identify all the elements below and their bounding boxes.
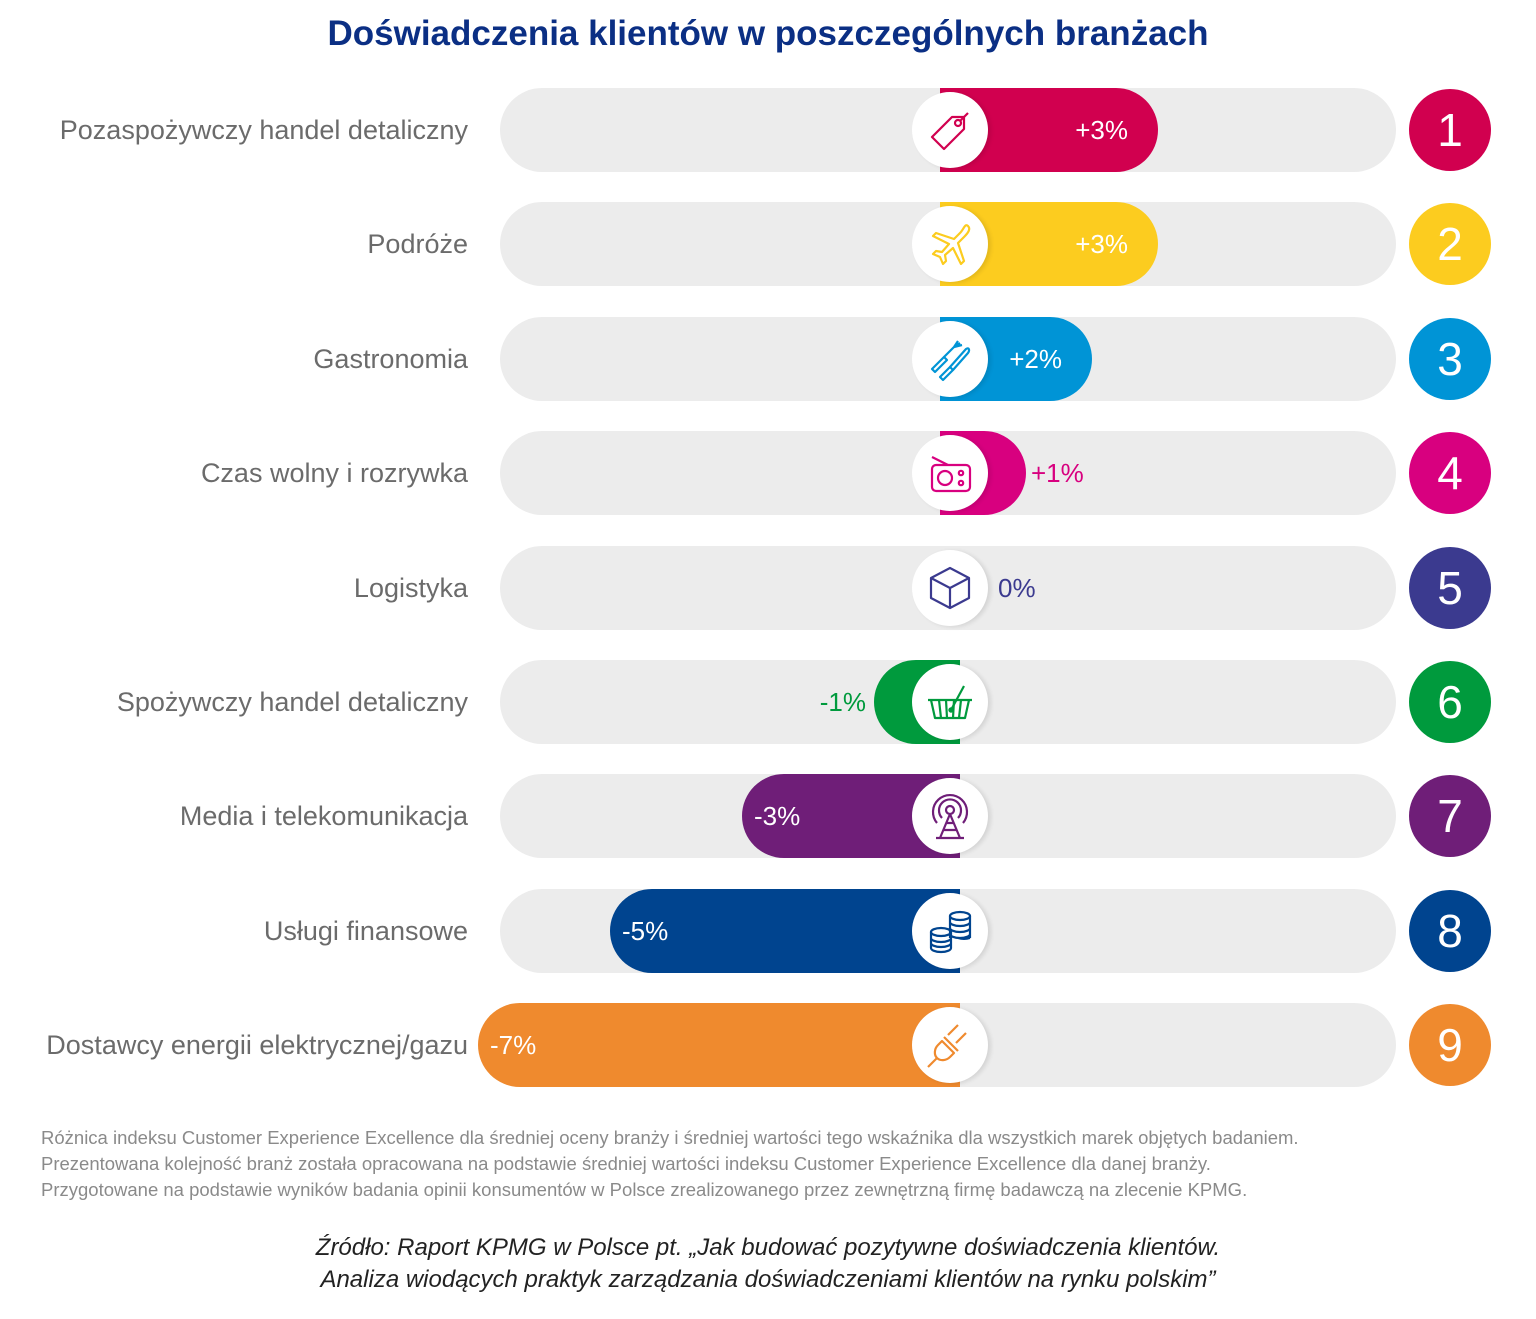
icon-badge <box>912 92 988 168</box>
chart-row: Podróże +3% 2 <box>0 202 1536 287</box>
cutlery-icon <box>924 333 976 385</box>
value-label: +2% <box>1009 343 1062 374</box>
value-bar <box>610 888 960 973</box>
category-label: Logistyka <box>353 572 468 603</box>
chart-row: Dostawcy energii elektrycznej/gazu -7% 9 <box>0 1003 1536 1088</box>
category-label: Spożywczy handel detaliczny <box>116 687 468 717</box>
chart-row: Usługi finansowe -5% 8 <box>0 888 1536 973</box>
chart-title: Doświadczenia klientów w poszczególnych … <box>327 14 1209 53</box>
icon-badge <box>912 892 988 969</box>
category-label: Usługi finansowe <box>263 915 468 946</box>
chart-row: Logistyka 0% 5 <box>0 545 1536 630</box>
icon-badge <box>912 320 988 397</box>
icon-badge <box>912 1007 988 1084</box>
rank-badge: 3 <box>1409 317 1491 400</box>
airplane-icon <box>924 218 976 270</box>
value-label: -7% <box>490 1030 537 1061</box>
footnote-line: Przygotowane na podstawie wyników badani… <box>41 1179 1248 1200</box>
plug-icon <box>924 1019 976 1071</box>
value-label: -1% <box>819 687 866 717</box>
footnote-line: Różnica indeksu Customer Experience Exce… <box>41 1127 1299 1148</box>
category-label: Podróże <box>367 229 468 260</box>
value-label: -5% <box>622 915 669 946</box>
source-line: Źródło: Raport KPMG w Polsce pt. „Jak bu… <box>315 1234 1221 1261</box>
chart-row: Czas wolny i rozrywka +1% 4 <box>0 431 1536 516</box>
chart-row: Gastronomia +2% 3 <box>0 316 1536 401</box>
icon-badge <box>912 664 988 740</box>
antenna-tower-icon <box>924 790 976 842</box>
rank-badge: 5 <box>1409 546 1491 629</box>
radio-icon <box>924 447 976 499</box>
rank-badge: 1 <box>1409 89 1491 171</box>
icon-badge <box>912 549 988 626</box>
chart-row: Media i telekomunikacja -3% 7 <box>0 774 1536 859</box>
source-citation: Źródło: Raport KPMG w Polsce pt. „Jak bu… <box>0 1232 1536 1296</box>
category-label: Gastronomia <box>313 343 468 374</box>
box-icon <box>924 562 976 614</box>
value-bar <box>478 1003 960 1088</box>
value-label: +3% <box>1075 115 1128 145</box>
value-label: 0% <box>998 572 1036 603</box>
rank-badge: 7 <box>1409 775 1491 858</box>
rank-badge: 6 <box>1409 661 1491 743</box>
icon-badge <box>912 435 988 512</box>
coins-icon <box>924 905 976 957</box>
category-label: Dostawcy energii elektrycznej/gazu <box>46 1030 468 1061</box>
footnote-line: Prezentowana kolejność branż została opr… <box>41 1153 1211 1174</box>
category-label: Czas wolny i rozrywka <box>200 458 468 489</box>
value-label: +1% <box>1031 458 1084 489</box>
shopping-basket-icon <box>924 676 976 728</box>
icon-badge <box>912 778 988 855</box>
rank-badge: 2 <box>1409 203 1491 286</box>
value-label: -3% <box>754 801 801 832</box>
category-label: Pozaspożywczy handel detaliczny <box>59 115 468 145</box>
category-label: Media i telekomunikacja <box>179 801 468 832</box>
tag-icon <box>924 104 976 156</box>
value-label: +3% <box>1075 229 1128 260</box>
icon-badge <box>912 206 988 283</box>
chart-row: Pozaspożywczy handel detaliczny +3% 1 <box>0 88 1536 172</box>
rank-badge: 4 <box>1409 432 1491 515</box>
source-line: Analiza wiodących praktyk zarządzania do… <box>320 1266 1216 1293</box>
rank-badge: 9 <box>1409 1004 1491 1087</box>
rank-badge: 8 <box>1409 889 1491 972</box>
chart-row: Spożywczy handel detaliczny -1% 6 <box>0 660 1536 744</box>
footnotes: Różnica indeksu Customer Experience Exce… <box>41 1125 1299 1203</box>
